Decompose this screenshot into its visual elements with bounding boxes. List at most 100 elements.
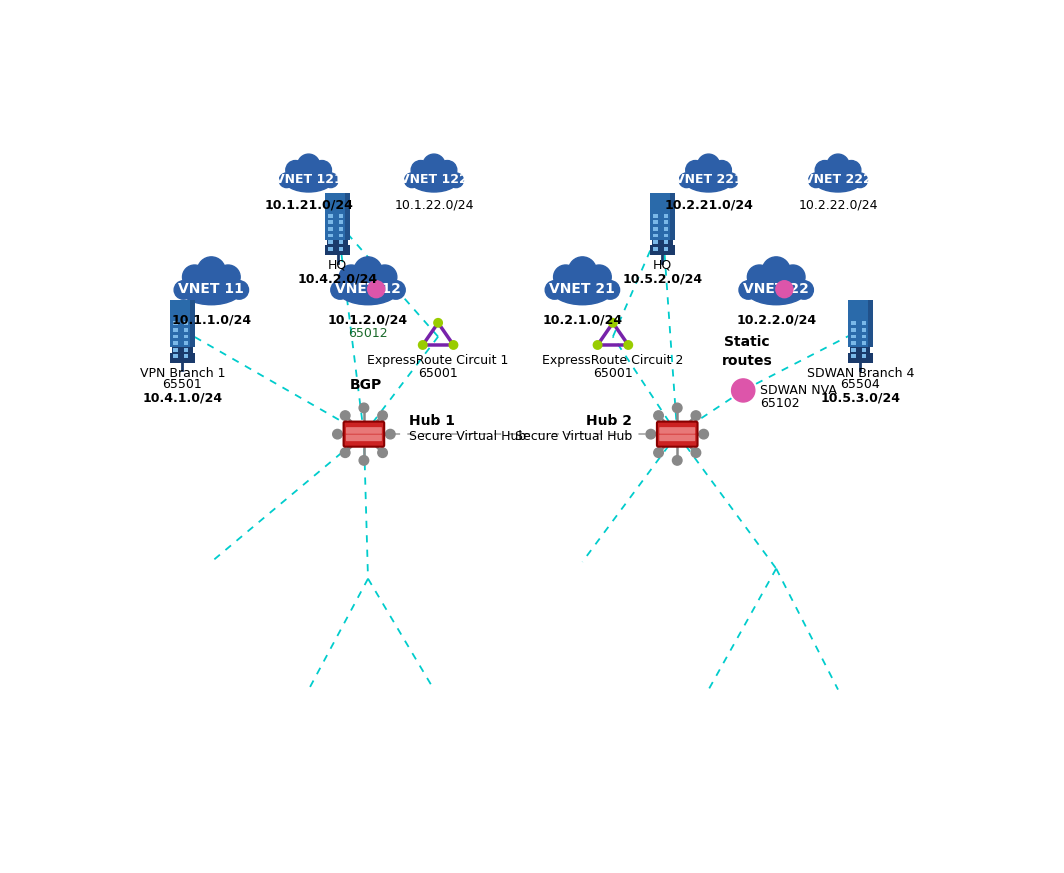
Ellipse shape xyxy=(339,265,364,289)
Bar xyxy=(851,347,855,352)
Circle shape xyxy=(594,341,601,349)
Text: 10.1.2.0/24: 10.1.2.0/24 xyxy=(328,313,409,327)
Bar xyxy=(184,354,188,358)
Ellipse shape xyxy=(712,161,731,180)
Ellipse shape xyxy=(698,155,719,176)
Circle shape xyxy=(692,448,701,457)
Text: Secure Virtual Hub: Secure Virtual Hub xyxy=(515,430,632,443)
Text: VNET 121: VNET 121 xyxy=(275,173,343,186)
Ellipse shape xyxy=(279,173,294,188)
Text: VNET 21: VNET 21 xyxy=(549,282,615,296)
Circle shape xyxy=(434,319,442,327)
Ellipse shape xyxy=(685,161,704,180)
Bar xyxy=(338,246,344,251)
Ellipse shape xyxy=(587,265,611,289)
Bar xyxy=(329,246,333,251)
Bar xyxy=(190,300,195,347)
Text: VNET 221: VNET 221 xyxy=(675,173,743,186)
Text: ExpressRoute Circuit 2: ExpressRoute Circuit 2 xyxy=(543,354,683,367)
Ellipse shape xyxy=(762,257,791,285)
Text: VNET 122: VNET 122 xyxy=(400,173,468,186)
Ellipse shape xyxy=(852,173,867,188)
Ellipse shape xyxy=(411,161,430,180)
Bar xyxy=(184,328,188,332)
Ellipse shape xyxy=(183,265,206,289)
Ellipse shape xyxy=(284,166,334,192)
Bar xyxy=(653,246,658,251)
Circle shape xyxy=(368,281,385,298)
Text: 10.2.2.0/24: 10.2.2.0/24 xyxy=(736,313,816,327)
Text: 10.1.22.0/24: 10.1.22.0/24 xyxy=(395,198,473,211)
Bar xyxy=(172,347,193,361)
Ellipse shape xyxy=(422,155,445,176)
Text: 10.2.21.0/24: 10.2.21.0/24 xyxy=(664,198,753,211)
Bar xyxy=(170,353,195,362)
Bar xyxy=(650,245,675,255)
Text: VPN Branch 1: VPN Branch 1 xyxy=(139,367,226,380)
Bar xyxy=(664,221,668,224)
Text: 10.4.1.0/24: 10.4.1.0/24 xyxy=(143,391,222,404)
Bar xyxy=(670,193,675,240)
Ellipse shape xyxy=(336,272,400,305)
Bar xyxy=(862,328,866,332)
Bar xyxy=(329,214,333,218)
Circle shape xyxy=(340,448,350,457)
Circle shape xyxy=(340,411,350,420)
FancyBboxPatch shape xyxy=(346,427,382,434)
Circle shape xyxy=(378,411,387,420)
Bar xyxy=(848,353,872,362)
Circle shape xyxy=(699,430,709,439)
Ellipse shape xyxy=(545,281,564,299)
Ellipse shape xyxy=(198,257,226,285)
Bar xyxy=(338,221,344,224)
Text: 10.1.1.0/24: 10.1.1.0/24 xyxy=(171,313,251,327)
Bar xyxy=(173,334,178,339)
Text: SDWAN NVA: SDWAN NVA xyxy=(761,384,837,397)
Bar xyxy=(338,233,344,237)
Ellipse shape xyxy=(174,281,193,299)
Text: VNET 12: VNET 12 xyxy=(335,282,401,296)
Bar xyxy=(851,321,855,326)
Bar xyxy=(664,233,668,237)
Bar xyxy=(329,240,333,244)
Text: ExpressRoute Circuit 1: ExpressRoute Circuit 1 xyxy=(367,354,509,367)
Bar xyxy=(338,214,344,218)
Ellipse shape xyxy=(747,265,771,289)
Ellipse shape xyxy=(551,272,614,305)
Ellipse shape xyxy=(372,265,397,289)
Bar xyxy=(173,321,178,326)
Bar xyxy=(346,193,350,240)
Bar xyxy=(851,334,855,339)
Ellipse shape xyxy=(553,265,578,289)
Ellipse shape xyxy=(813,166,863,192)
Text: 10.4.2.0/24: 10.4.2.0/24 xyxy=(298,272,378,285)
Bar xyxy=(173,341,178,345)
Bar xyxy=(652,240,672,253)
Bar xyxy=(653,233,658,237)
Text: Secure Virtual Hub: Secure Virtual Hub xyxy=(409,430,526,443)
Bar xyxy=(653,240,658,244)
Ellipse shape xyxy=(180,272,243,305)
FancyBboxPatch shape xyxy=(660,427,695,434)
Bar xyxy=(173,347,178,352)
Bar xyxy=(848,300,872,347)
Ellipse shape xyxy=(437,161,456,180)
Circle shape xyxy=(625,341,632,349)
FancyBboxPatch shape xyxy=(660,435,695,441)
Text: Hub 2: Hub 2 xyxy=(586,414,632,428)
Bar xyxy=(862,341,866,345)
Bar xyxy=(650,193,675,240)
Text: Hub 1: Hub 1 xyxy=(409,414,454,428)
FancyBboxPatch shape xyxy=(344,422,384,447)
Bar xyxy=(326,193,350,240)
Ellipse shape xyxy=(724,173,738,188)
Bar xyxy=(862,321,866,326)
Ellipse shape xyxy=(679,173,694,188)
Ellipse shape xyxy=(739,281,758,299)
Bar xyxy=(184,341,188,345)
Text: 65501: 65501 xyxy=(163,378,202,391)
Circle shape xyxy=(609,319,617,327)
Circle shape xyxy=(646,430,655,439)
Text: 10.2.1.0/24: 10.2.1.0/24 xyxy=(543,313,622,327)
Bar xyxy=(338,227,344,230)
